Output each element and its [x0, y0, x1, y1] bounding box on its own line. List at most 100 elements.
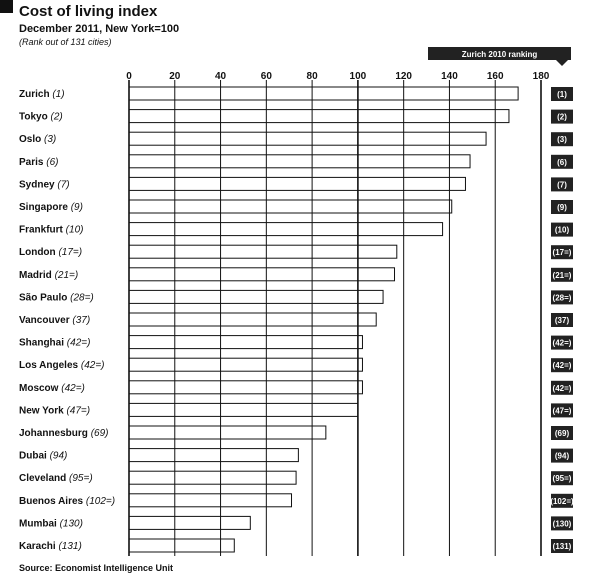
rank-badge — [551, 358, 573, 373]
x-tick-label: 80 — [307, 71, 319, 82]
bar — [128, 176, 466, 191]
rank-badge-label: (10) — [555, 226, 570, 235]
bar — [128, 357, 363, 372]
category-label: Oslo (3) — [19, 134, 56, 145]
rank-badge — [551, 154, 573, 169]
category-label: Karachi (131) — [19, 541, 82, 552]
bar — [128, 448, 299, 463]
rank-badge-label: (131) — [553, 542, 572, 551]
rank-badge-label: (6) — [557, 158, 567, 167]
category-label: Dubai (94) — [19, 451, 67, 462]
category-label: Vancouver (37) — [19, 315, 90, 326]
x-tick-label: 100 — [350, 71, 367, 82]
rank-badge — [551, 335, 573, 350]
bar — [128, 154, 471, 169]
bar — [128, 425, 327, 440]
category-label: London (17=) — [19, 247, 82, 258]
rank-badge-label: (69) — [555, 429, 570, 438]
annotation-pointer — [556, 60, 568, 66]
bar — [128, 335, 363, 350]
rank-badge — [551, 267, 573, 282]
category-label: Frankfurt (10) — [19, 225, 83, 236]
bar — [128, 131, 487, 146]
category-label: Los Angeles (42=) — [19, 360, 105, 371]
bar — [128, 515, 251, 530]
category-label: Buenos Aires (102=) — [19, 496, 115, 507]
bar — [128, 289, 384, 304]
category-label: Johannesburg (69) — [19, 428, 108, 439]
annotation-box — [428, 47, 571, 60]
rank-badge — [551, 493, 573, 508]
rank-badge — [551, 403, 573, 418]
x-tick-label: 0 — [126, 71, 132, 82]
x-tick-label: 180 — [533, 71, 550, 82]
x-tick-label: 60 — [261, 71, 273, 82]
rank-badge-label: (21=) — [553, 271, 572, 280]
rank-badge-label: (102=) — [550, 497, 574, 506]
rank-badge — [551, 177, 573, 192]
category-label: Tokyo (2) — [19, 112, 63, 123]
category-label: Moscow (42=) — [19, 383, 85, 394]
annotation-label: Zurich 2010 ranking — [462, 50, 538, 59]
category-label: Zurich (1) — [19, 89, 65, 100]
bar — [128, 244, 398, 259]
rank-badge — [551, 380, 573, 395]
category-label: Sydney (7) — [19, 179, 70, 190]
rank-badge — [551, 200, 573, 214]
rank-badge-label: (42=) — [553, 384, 572, 393]
category-label: São Paulo (28=) — [19, 292, 94, 303]
x-tick-label: 140 — [441, 71, 458, 82]
category-label: New York (47=) — [19, 405, 90, 416]
bar — [128, 493, 293, 508]
rank-badge-label: (1) — [557, 90, 567, 99]
rank-badge-label: (28=) — [553, 293, 572, 302]
rank-badge-label: (2) — [557, 113, 567, 122]
chart-title: Cost of living index — [19, 3, 158, 20]
bar — [128, 402, 359, 417]
rank-badge — [551, 426, 573, 440]
corner-marker — [0, 0, 13, 13]
rank-badge-label: (3) — [557, 135, 567, 144]
category-label: Singapore (9) — [19, 202, 83, 213]
bar — [128, 312, 377, 327]
category-label: Paris (6) — [19, 157, 58, 168]
rank-badge-label: (7) — [557, 180, 567, 189]
rank-badge-label: (95=) — [553, 474, 572, 483]
chart-subtitle: December 2011, New York=100 — [19, 23, 180, 35]
rank-badge-label: (42=) — [553, 361, 572, 370]
x-tick-label: 20 — [169, 71, 181, 82]
rank-badge — [551, 109, 573, 124]
rank-badge-label: (17=) — [553, 248, 572, 257]
bar — [128, 538, 235, 553]
rank-badge — [551, 539, 573, 553]
bar — [128, 267, 396, 282]
rank-badge — [551, 222, 573, 237]
rank-badge-label: (130) — [553, 519, 572, 528]
rank-badge — [551, 245, 573, 260]
bar — [128, 470, 297, 485]
rank-badge-label: (37) — [555, 316, 570, 325]
rank-badge-label: (9) — [557, 203, 567, 212]
rank-badge — [551, 313, 573, 327]
rank-badge-label: (42=) — [553, 339, 572, 348]
rank-badge — [551, 471, 573, 486]
rank-badge — [551, 290, 573, 305]
category-label: Shanghai (42=) — [19, 338, 90, 349]
rank-badge — [551, 516, 573, 531]
bar — [128, 109, 510, 124]
chart-source: Source: Economist Intelligence Unit — [19, 563, 174, 573]
x-tick-label: 120 — [395, 71, 412, 82]
x-tick-label: 40 — [215, 71, 227, 82]
category-label: Madrid (21=) — [19, 270, 78, 281]
rank-badge — [551, 448, 573, 463]
rank-badge-label: (94) — [555, 452, 570, 461]
bar — [128, 222, 444, 237]
category-label: Cleveland (95=) — [19, 473, 93, 484]
rank-badge-label: (47=) — [553, 406, 572, 415]
bar — [128, 380, 363, 395]
x-tick-label: 160 — [487, 71, 504, 82]
chart-note: (Rank out of 131 cities) — [19, 37, 112, 47]
rank-badge — [551, 132, 573, 147]
category-label: Mumbai (130) — [19, 518, 83, 529]
